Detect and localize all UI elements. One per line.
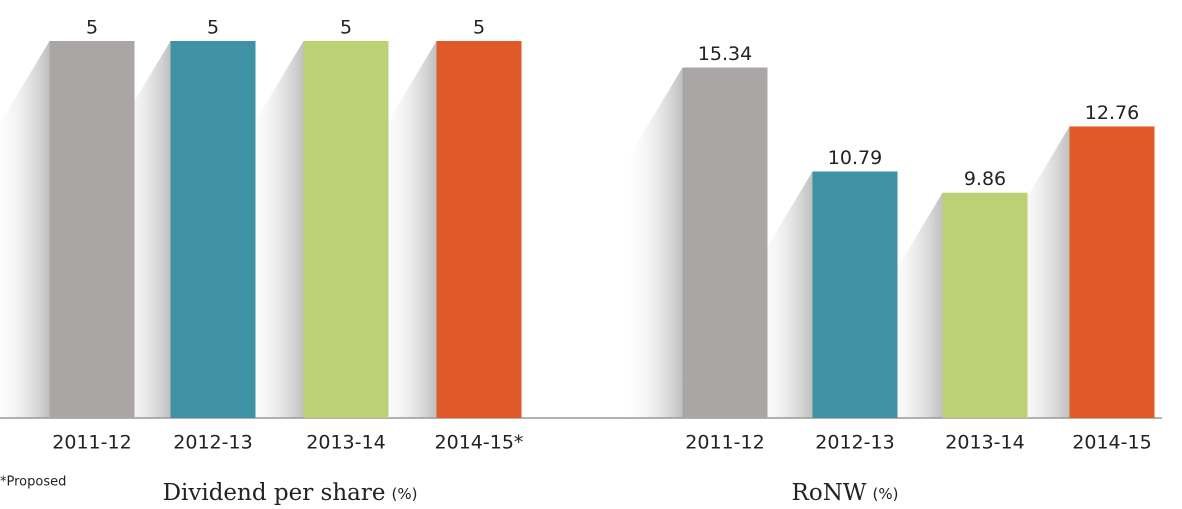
bar — [942, 192, 1028, 418]
bar — [170, 41, 256, 418]
x-tick-label: 2011-12 — [685, 432, 764, 454]
x-tick-label: 2013-14 — [945, 432, 1024, 454]
bar — [682, 67, 768, 418]
bar — [49, 41, 135, 418]
chart-title-unit: (%) — [872, 485, 898, 503]
chart-title-text: RoNW — [792, 480, 867, 506]
x-tick-label: 2012-13 — [815, 432, 894, 454]
bar — [812, 171, 898, 418]
data-label: 15.34 — [698, 43, 752, 65]
bar — [303, 41, 389, 418]
x-tick-label: 2012-13 — [173, 432, 252, 454]
data-label: 10.79 — [828, 147, 882, 169]
data-label: 5 — [86, 17, 98, 39]
chart-title-text: Dividend per share — [163, 480, 386, 506]
bar — [436, 41, 522, 418]
bar — [1069, 126, 1155, 418]
data-label: 9.86 — [964, 168, 1006, 190]
data-label: 5 — [207, 17, 219, 39]
chart-title-unit: (%) — [391, 485, 417, 503]
x-tick-label: 2013-14 — [306, 432, 385, 454]
data-label: 12.76 — [1085, 102, 1139, 124]
bar-shadow — [376, 41, 437, 418]
x-tick-label: 2011-12 — [52, 432, 131, 454]
bar-shadow — [622, 67, 683, 418]
x-tick-label: 2014-15* — [435, 432, 524, 454]
bar-shadow — [243, 41, 304, 418]
chart-title: Dividend per share (%) — [163, 480, 418, 506]
data-label: 5 — [473, 17, 485, 39]
x-tick-label: 2014-15 — [1072, 432, 1151, 454]
data-label: 5 — [340, 17, 352, 39]
chart-title: RoNW (%) — [792, 480, 899, 506]
footnote: *Proposed — [0, 475, 66, 490]
bar-shadow — [0, 41, 50, 418]
